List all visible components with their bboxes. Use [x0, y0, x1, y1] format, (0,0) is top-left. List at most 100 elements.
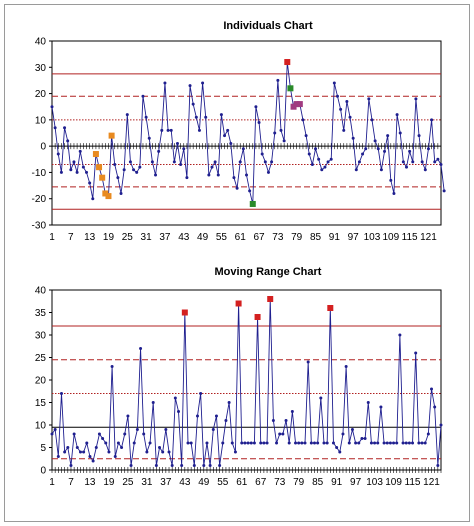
data-point: [164, 428, 168, 431]
data-point: [120, 446, 124, 449]
data-point: [407, 441, 411, 445]
data-point: [341, 432, 345, 436]
data-point: [219, 113, 223, 117]
data-point: [433, 405, 437, 409]
x-tick-label: 43: [178, 232, 190, 243]
data-point: [430, 387, 434, 391]
data-point: [398, 131, 402, 135]
data-point: [414, 351, 418, 355]
x-tick-label: 73: [274, 477, 286, 488]
data-point: [320, 168, 324, 172]
data-point: [123, 432, 127, 436]
data-point: [373, 441, 377, 445]
data-point: [317, 157, 321, 161]
data-point: [245, 173, 248, 177]
data-point: [158, 446, 162, 449]
data-point: [383, 149, 387, 153]
x-tick-label: 37: [159, 232, 171, 243]
data-point: [442, 189, 446, 193]
data-point: [221, 441, 225, 445]
data-point: [199, 392, 203, 395]
data-point: [300, 441, 304, 445]
data-point: [107, 450, 111, 454]
data-point: [257, 120, 261, 124]
x-tick-label: 97: [350, 477, 362, 488]
data-point: [310, 163, 314, 167]
x-tick-label: 61: [236, 477, 248, 488]
data-point: [82, 450, 86, 454]
data-point: [216, 173, 220, 177]
x-tick-label: 79: [291, 232, 303, 243]
data-point: [205, 441, 209, 445]
data-point: [224, 419, 228, 422]
y-tick-label: -20: [32, 194, 47, 205]
data-point: [138, 165, 142, 169]
data-point: [145, 450, 149, 454]
data-point: [135, 170, 139, 174]
data-point: [361, 152, 365, 156]
data-point: [66, 446, 70, 449]
data-point: [230, 441, 234, 445]
out-of-control-point: [327, 305, 334, 311]
data-point: [129, 464, 133, 467]
data-point: [126, 414, 130, 418]
data-point: [367, 97, 371, 101]
data-point: [386, 134, 390, 138]
x-tick-label: 55: [217, 477, 229, 488]
data-point: [194, 115, 198, 119]
out-of-control-point: [92, 151, 99, 158]
out-of-control-point: [296, 101, 303, 108]
individuals-chart: -30 -20 -10 0 10 20 30 40 1 7 13 19 25 31 37 43 49 55 61 67…: [32, 37, 446, 243]
y-tick-label: 35: [35, 308, 47, 319]
x-tick-label: 91: [329, 232, 341, 243]
data-point: [213, 160, 217, 164]
x-tick-label: 121: [423, 477, 440, 488]
data-point: [263, 160, 267, 164]
data-point: [282, 139, 286, 143]
data-point: [395, 441, 399, 445]
data-point: [345, 99, 349, 103]
data-point: [195, 414, 199, 418]
x-tick-label: 115: [402, 232, 418, 243]
data-point: [279, 128, 283, 132]
data-point: [163, 81, 167, 85]
x-tick-label: 103: [366, 477, 383, 488]
data-point: [223, 134, 227, 138]
y-tick-label: 25: [35, 353, 47, 364]
x-tick-label: 13: [84, 232, 96, 243]
x-tick-label: 85: [312, 477, 324, 488]
data-point: [430, 118, 434, 122]
data-point: [208, 464, 212, 467]
data-point: [78, 149, 82, 153]
data-point: [119, 191, 123, 195]
data-point: [301, 118, 305, 122]
data-point: [59, 170, 63, 174]
x-tick-label: 67: [253, 232, 265, 243]
data-point: [326, 160, 330, 164]
data-point: [72, 432, 76, 436]
data-point: [204, 115, 208, 119]
data-point: [227, 401, 231, 404]
data-point: [339, 107, 343, 111]
data-point: [411, 441, 415, 445]
data-point: [211, 428, 215, 431]
out-of-control-point: [96, 164, 103, 171]
data-point: [207, 173, 211, 177]
data-point: [404, 165, 408, 169]
data-point: [398, 333, 402, 337]
x-tick-label: 49: [198, 477, 210, 488]
data-point: [144, 115, 148, 119]
data-point: [66, 139, 70, 143]
x-tick-label: 67: [255, 477, 267, 488]
data-point: [417, 134, 421, 138]
y-tick-label: 20: [35, 376, 47, 387]
x-tick-label: 109: [382, 232, 399, 243]
data-point: [439, 423, 443, 427]
data-point: [240, 441, 244, 445]
data-point: [88, 181, 92, 185]
x-tick-label: 109: [385, 477, 402, 488]
data-point: [154, 173, 158, 177]
data-point: [401, 160, 405, 164]
out-of-control-point: [181, 309, 188, 316]
data-point: [342, 128, 346, 132]
